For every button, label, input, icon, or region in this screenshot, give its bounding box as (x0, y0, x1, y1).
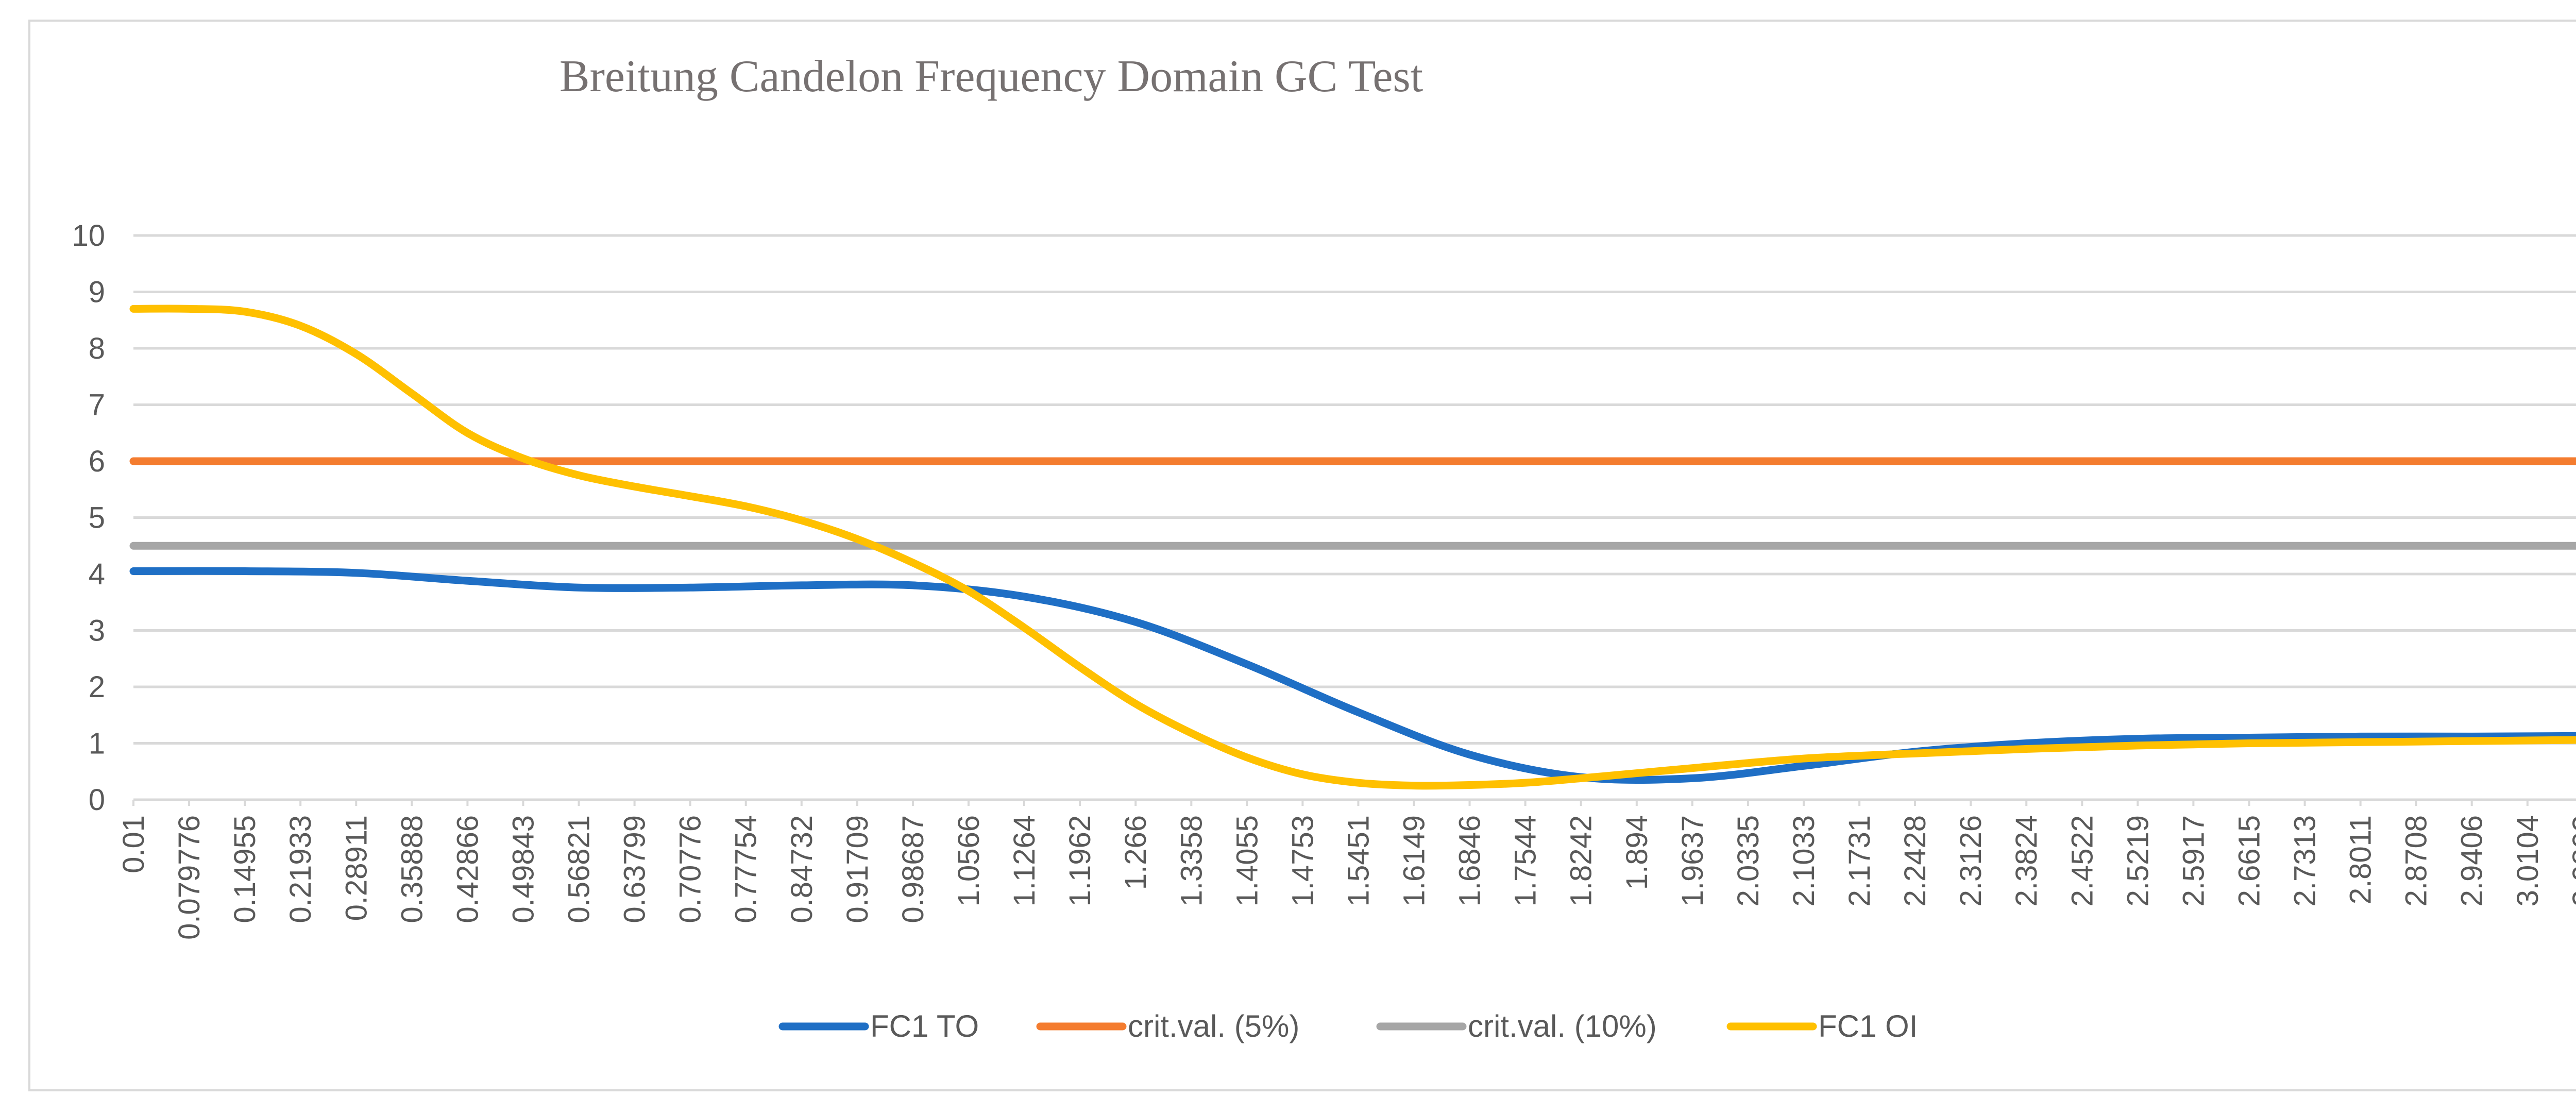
legend-label: crit.val. (10%) (1468, 1009, 1657, 1043)
x-tick-label: 0.98687 (896, 815, 930, 923)
x-tick-label: 1.5451 (1342, 815, 1375, 906)
y-tick-label: 2 (89, 670, 105, 704)
x-tick-label: 3.0802 (2567, 815, 2576, 906)
legend-label: crit.val. (5%) (1128, 1009, 1299, 1043)
x-tick-label: 2.0335 (1732, 815, 1765, 906)
legend-label: FC1 OI (1818, 1009, 1918, 1043)
x-tick-label: 1.1264 (1008, 815, 1041, 906)
gridlines (133, 234, 2576, 801)
y-tick-label: 7 (89, 389, 105, 422)
y-tick-label: 10 (72, 219, 105, 252)
x-tick-label: 1.894 (1620, 815, 1654, 890)
x-tick-label: 0.91709 (841, 815, 874, 923)
y-tick-label: 0 (89, 783, 105, 817)
legend-label: FC1 TO (870, 1009, 979, 1043)
x-tick-label: 2.2428 (1899, 815, 1932, 906)
x-tick-label: 0.56821 (563, 815, 596, 923)
x-tick-label: 0.70776 (674, 815, 707, 923)
chart-frame: Breitung Candelon Frequency Domain GC Te… (28, 20, 2576, 1091)
x-tick-label: 1.3358 (1175, 815, 1208, 906)
y-tick-label: 4 (89, 558, 105, 591)
x-tick-label: 2.1731 (1843, 815, 1876, 906)
y-tick-label: 9 (89, 276, 105, 309)
y-axis-tick-labels: 0 1 2 3 4 5 6 7 8 9 10 (72, 219, 105, 817)
legend: FC1 TO crit.val. (5%) crit.val. (10%) FC1 O… (778, 1009, 1918, 1043)
y-tick-label: 6 (89, 445, 105, 478)
x-tick-label: 3.0104 (2511, 815, 2545, 906)
x-tick-label: 0.49843 (506, 815, 540, 923)
x-tick-label: 0.079776 (173, 815, 206, 940)
chart-title: Breitung Candelon Frequency Domain GC Te… (560, 52, 1423, 102)
x-tick-label: 1.4055 (1230, 815, 1264, 906)
line-chart: Breitung Candelon Frequency Domain GC Te… (72, 52, 2576, 1043)
x-tick-label: 0.28911 (340, 815, 373, 921)
x-tick-label: 2.8708 (2400, 815, 2433, 906)
x-tick-label: 0.77754 (730, 815, 763, 923)
x-tick-label: 0.21933 (284, 815, 317, 923)
x-tick-label: 0.63799 (618, 815, 652, 923)
x-tick-label: 2.7313 (2289, 815, 2322, 906)
x-tick-label: 1.7544 (1509, 815, 1543, 906)
x-tick-label: 1.9637 (1676, 815, 1709, 906)
x-tick-label: 2.9406 (2455, 815, 2489, 906)
x-tick-label: 2.4522 (2065, 815, 2099, 906)
x-tick-label: 2.6615 (2232, 815, 2266, 906)
x-tick-label: 2.5219 (2121, 815, 2155, 906)
x-tick-label: 1.6149 (1398, 815, 1431, 906)
x-tick-label: 1.266 (1119, 815, 1153, 890)
y-tick-label: 8 (89, 332, 105, 365)
series-lines (129, 305, 2576, 790)
y-tick-label: 3 (89, 614, 105, 648)
x-axis-tick-labels: 0.01 0.079776 0.14955 0.21933 0.28911 0.35888… (117, 800, 2576, 940)
x-tick-label: 2.8011 (2344, 815, 2378, 904)
x-tick-label: 1.8242 (1565, 815, 1598, 906)
y-tick-label: 1 (89, 727, 105, 761)
x-tick-label: 1.1962 (1063, 815, 1097, 906)
x-tick-label: 1.0566 (952, 815, 986, 906)
x-tick-label: 2.5917 (2177, 815, 2210, 906)
x-tick-label: 0.42866 (451, 815, 484, 923)
series-line-fc1-to (129, 567, 2576, 784)
x-tick-label: 2.3824 (2010, 815, 2043, 906)
x-tick-label: 0.14955 (228, 815, 262, 923)
y-tick-label: 5 (89, 501, 105, 535)
series-line-fc1-oi (129, 305, 2576, 790)
x-tick-label: 1.4753 (1286, 815, 1319, 906)
x-tick-label: 2.3126 (1954, 815, 1988, 906)
x-tick-label: 0.01 (117, 815, 150, 873)
x-tick-label: 2.1033 (1787, 815, 1821, 906)
x-tick-label: 1.6846 (1453, 815, 1487, 906)
x-tick-label: 0.84732 (785, 815, 819, 923)
x-tick-label: 0.35888 (395, 815, 429, 923)
